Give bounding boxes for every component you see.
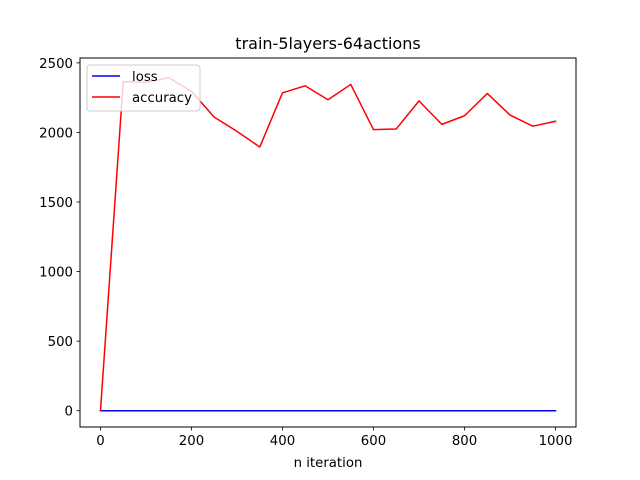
y-tick-label: 2000	[39, 126, 73, 141]
y-tick-label: 1000	[39, 266, 73, 281]
x-tick-label: 200	[179, 434, 204, 449]
x-axis-label: n iteration	[294, 456, 363, 471]
legend-label-accuracy: accuracy	[132, 91, 192, 106]
legend-label-loss: loss	[132, 70, 158, 85]
x-axis-ticks: 0 200 400 600 800 1000	[96, 427, 572, 449]
x-tick-label: 0	[96, 434, 104, 449]
y-tick-label: 1500	[39, 196, 73, 211]
x-tick-label: 400	[270, 434, 295, 449]
y-tick-label: 0	[65, 405, 73, 420]
x-tick-label: 600	[361, 434, 386, 449]
chart-title: train-5layers-64actions	[235, 34, 420, 53]
y-tick-label: 500	[48, 335, 73, 350]
plot-frame	[79, 57, 577, 428]
y-axis-ticks: 0 500 1000 1500 2000 2500	[39, 57, 80, 420]
x-tick-label: 1000	[539, 434, 573, 449]
x-tick-label: 800	[452, 434, 477, 449]
y-tick-label: 2500	[39, 57, 73, 72]
legend: loss accuracy	[86, 64, 201, 112]
